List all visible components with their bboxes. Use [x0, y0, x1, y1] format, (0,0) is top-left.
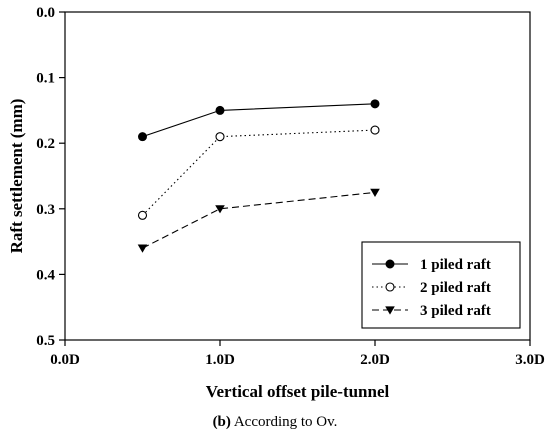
chart: 0.0 0.1 0.2 0.3 0.4 0.5 0.0D 1.0D 2.0D 3.0D 1 pi…	[7, 5, 545, 401]
series-line	[142, 191, 376, 249]
series-2	[137, 125, 380, 220]
legend-label: 2 piled raft	[420, 280, 491, 296]
caption-label: (b)	[212, 414, 231, 430]
legend-marker	[385, 306, 395, 315]
data-point	[137, 244, 148, 253]
y-tick-label: 0.5	[36, 333, 55, 349]
data-point	[137, 210, 148, 220]
series-line	[142, 129, 376, 216]
figure-caption: (b) According to Ov.	[0, 414, 550, 431]
data-point	[138, 132, 147, 142]
y-tick-label: 0.1	[36, 71, 55, 87]
y-tick-label: 0.2	[36, 136, 55, 152]
legend-label: 1 piled raft	[420, 257, 491, 273]
legend-marker	[385, 259, 395, 269]
x-axis: 0.0D 1.0D 2.0D 3.0D	[50, 340, 545, 368]
y-axis: 0.0 0.1 0.2 0.3 0.4 0.5	[36, 5, 65, 349]
x-tick-label: 1.0D	[205, 352, 235, 368]
y-tick-label: 0.0	[36, 5, 55, 21]
plot-frame	[64, 11, 531, 341]
x-tick-label: 3.0D	[515, 352, 545, 368]
legend-item: 1 piled raft	[372, 257, 491, 273]
legend-label: 3 piled raft	[420, 303, 491, 319]
data-point	[215, 205, 225, 214]
series-layer	[137, 99, 380, 253]
caption-text: According to Ov.	[230, 414, 338, 430]
data-point	[370, 125, 380, 135]
x-tick-label: 0.0D	[50, 352, 80, 368]
x-tick-label: 2.0D	[360, 352, 390, 368]
legend: 1 piled raft 2 piled raft 3 piled raft	[361, 241, 521, 329]
series-1	[138, 99, 380, 142]
legend-item: 3 piled raft	[372, 303, 491, 319]
y-tick-label: 0.3	[36, 202, 55, 218]
data-point	[215, 105, 225, 115]
legend-item: 2 piled raft	[372, 280, 491, 296]
y-axis-title: Raft settlement (mm)	[7, 99, 26, 254]
data-point	[370, 188, 380, 197]
data-point	[370, 99, 380, 109]
legend-marker	[385, 282, 395, 292]
y-tick-label: 0.4	[36, 267, 55, 283]
data-point	[215, 132, 225, 142]
series-3	[137, 188, 380, 253]
x-axis-title: Vertical offset pile-tunnel	[206, 382, 390, 401]
